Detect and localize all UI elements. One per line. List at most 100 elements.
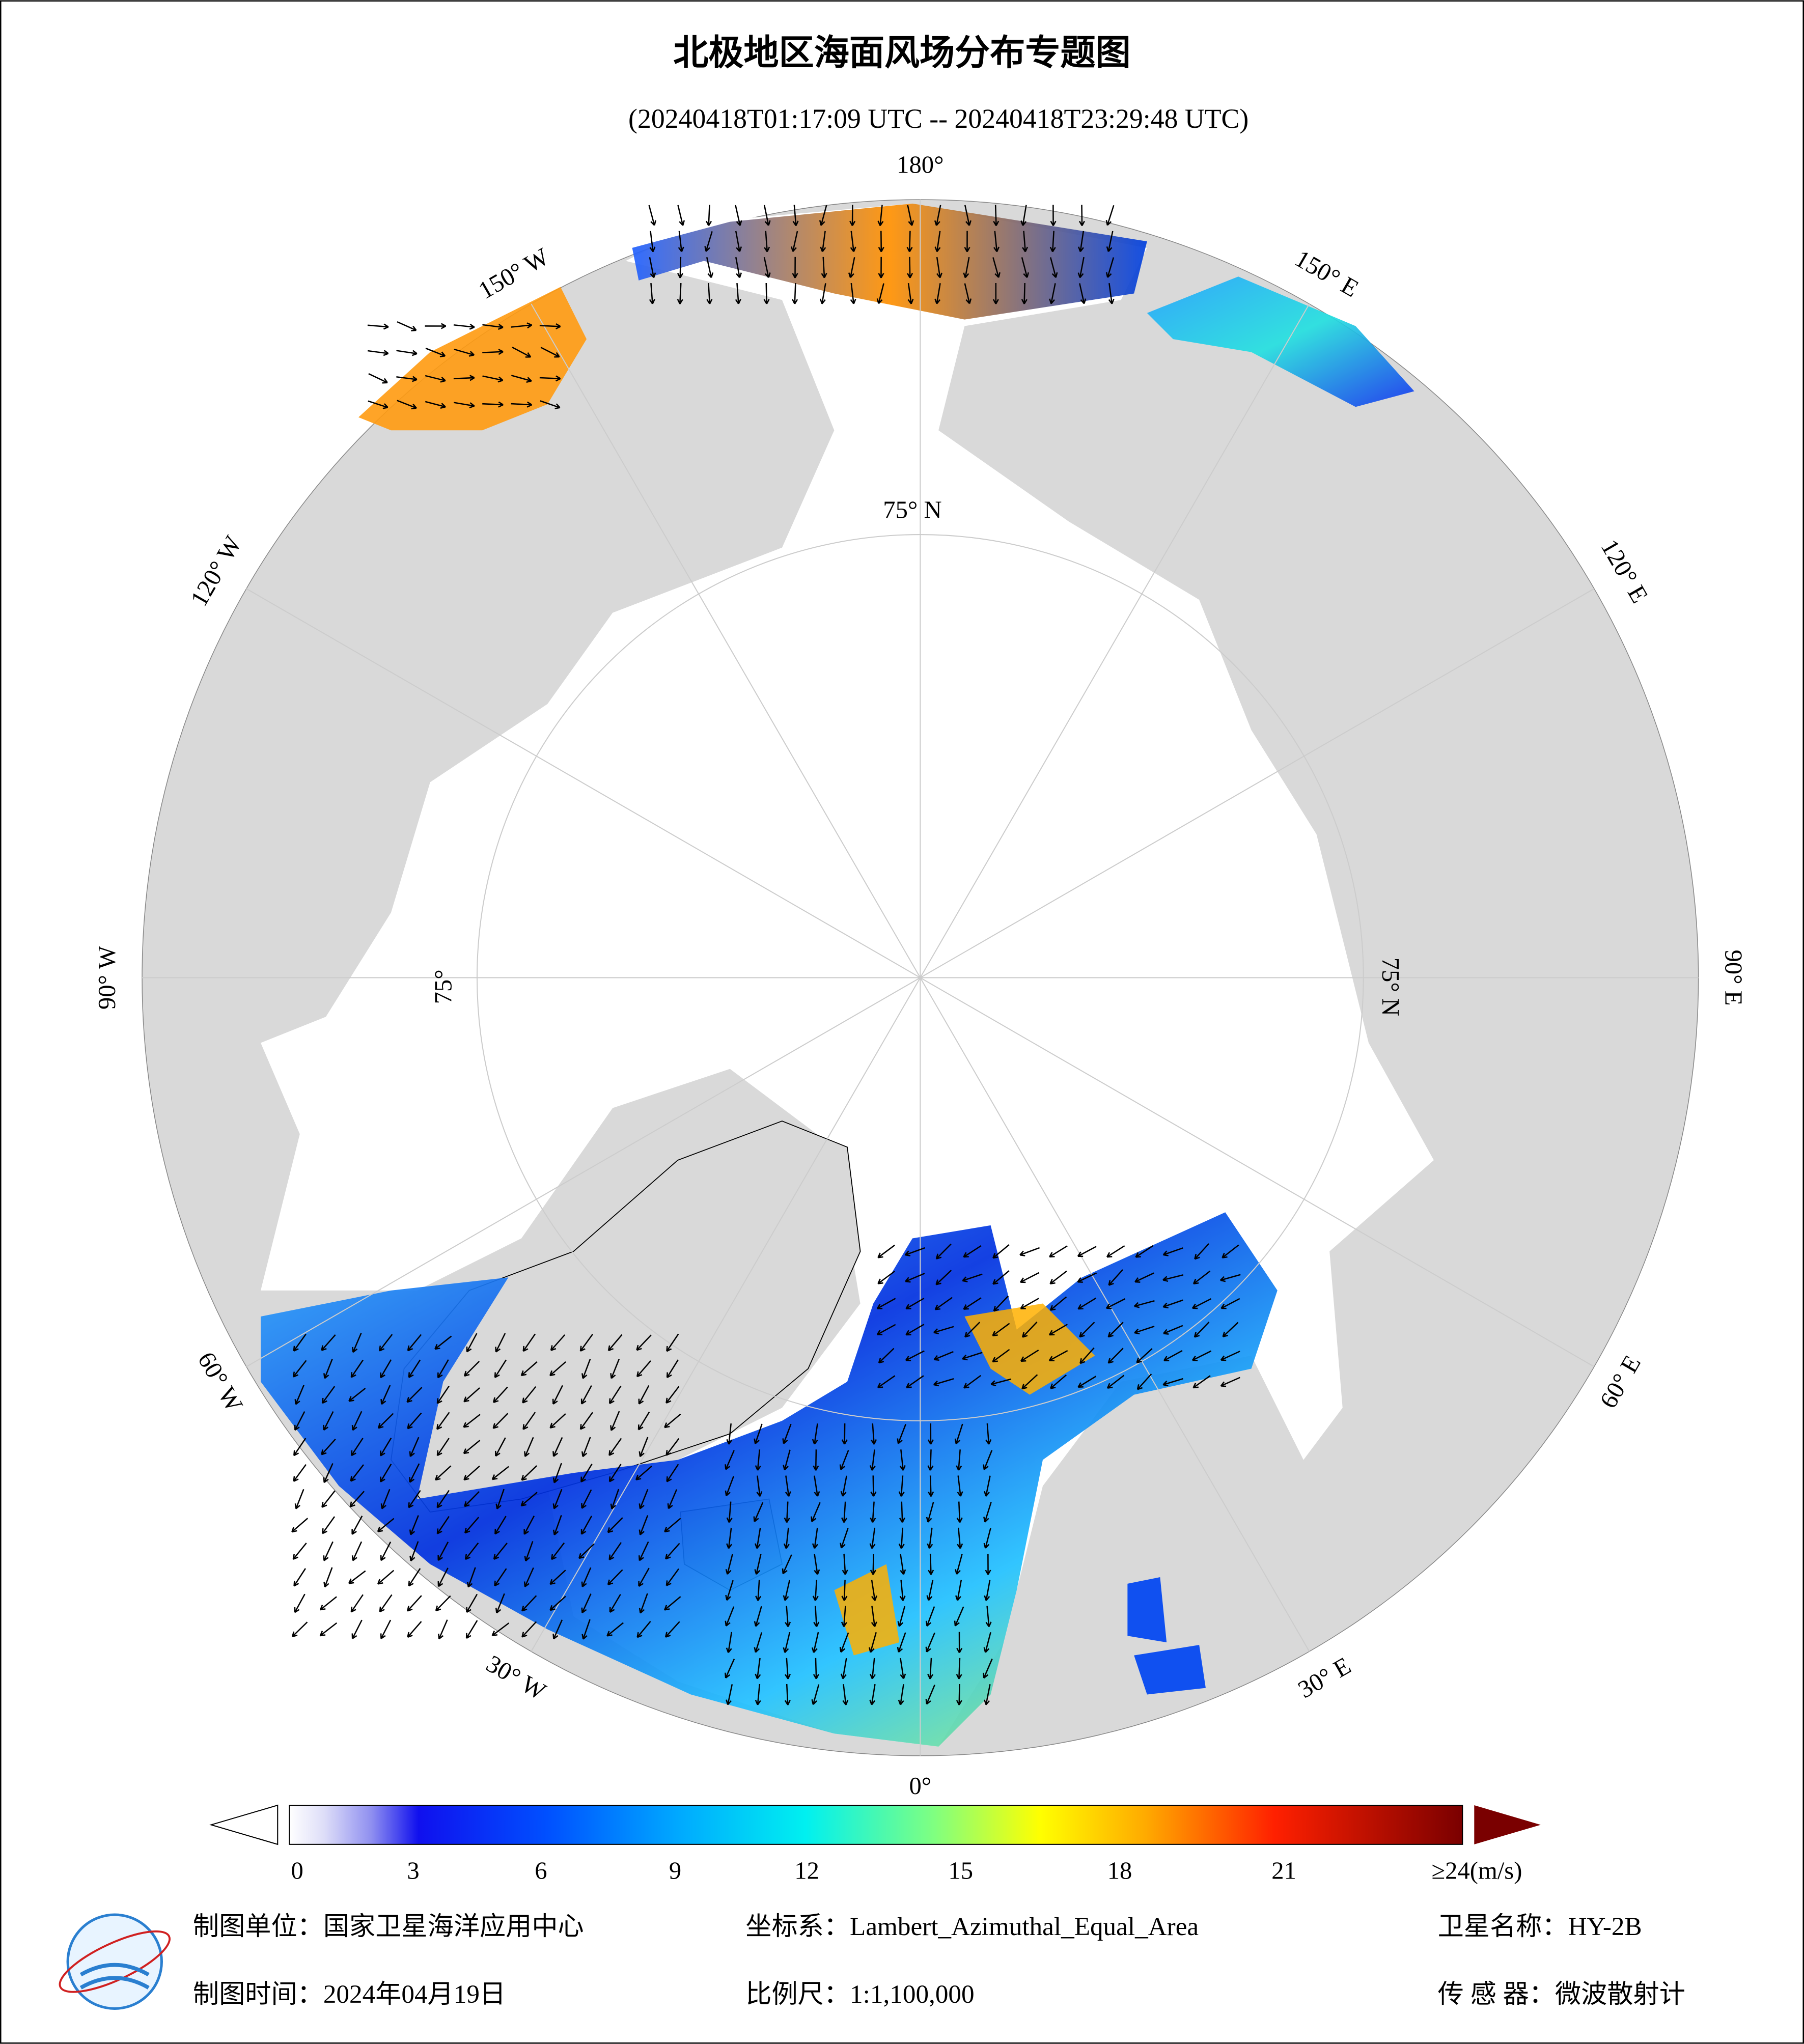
colorbar-tick-label: 6 (535, 1857, 547, 1884)
wind-arrow (319, 1622, 338, 1637)
latitude-label: 75° N (1377, 958, 1404, 1016)
wind-arrow (1105, 257, 1115, 278)
wind-arrow (524, 1437, 534, 1457)
wind-arrow (454, 348, 475, 357)
wind-patch-strong (834, 1303, 1095, 1656)
wind-arrow (1048, 1350, 1068, 1361)
wind-arrow (956, 1501, 963, 1523)
wind-arrow (735, 231, 742, 253)
wind-arrow (956, 1684, 962, 1705)
map (142, 199, 1699, 1756)
wind-arrow (492, 1386, 508, 1403)
wind-arrow (495, 1593, 505, 1614)
wind-arrow (985, 1553, 991, 1575)
wind-arrow (928, 1475, 934, 1497)
wind-arrow (1077, 1246, 1097, 1257)
wind-arrow (466, 1593, 478, 1613)
wind-arrow (350, 1594, 364, 1613)
wind-arrow (1021, 1374, 1038, 1390)
wind-arrow (1222, 1244, 1239, 1258)
wind-arrow (407, 1334, 422, 1352)
wind-arrow (436, 1412, 450, 1430)
wind-arrow (1191, 1298, 1212, 1309)
wind-arrow (453, 402, 475, 409)
wind-arrow (436, 1490, 450, 1508)
wind-arrow (549, 1570, 566, 1585)
wind-arrow (664, 1518, 681, 1533)
wind-arrow (319, 1596, 337, 1611)
wind-arrow (1022, 1321, 1038, 1338)
wind-arrow (813, 1449, 819, 1471)
wind-arrow (639, 1593, 648, 1614)
wind-arrow (1162, 1299, 1183, 1309)
wind-arrow (1078, 205, 1085, 226)
wind-arrow (581, 1593, 592, 1613)
wind-arrow (963, 1297, 982, 1310)
wind-arrow (368, 400, 388, 409)
wind-arrow (869, 1632, 877, 1653)
wind-arrow (294, 1411, 306, 1431)
wind-arrow (753, 1502, 764, 1522)
wind-arrow (928, 1553, 934, 1575)
wind-arrow (293, 1438, 307, 1457)
wind-arrow (962, 1352, 983, 1361)
wind-arrow (638, 1385, 650, 1405)
wind-arrow (1220, 1351, 1240, 1361)
wind-arrow (726, 1632, 733, 1654)
wind-arrow (934, 205, 941, 226)
wind-arrow (811, 1502, 821, 1522)
wind-arrow (956, 1658, 962, 1679)
wind-arrow (1192, 1270, 1211, 1285)
wind-arrow (495, 1489, 505, 1509)
wind-arrow (848, 257, 855, 278)
wind-arrow (897, 1632, 906, 1653)
wind-arrow (465, 1620, 478, 1639)
wind-arrow (677, 205, 685, 226)
wind-arrow (898, 1475, 905, 1497)
wind-arrow (877, 1270, 895, 1284)
wind-arrow (552, 1437, 563, 1457)
wind-arrow (993, 1295, 1009, 1312)
wind-arrow (409, 1463, 420, 1483)
wind-arrow (552, 1463, 562, 1483)
wind-arrow (1050, 205, 1057, 226)
wind-arrow (678, 231, 684, 253)
wind-arrow (906, 1375, 924, 1389)
wind-arrow (425, 375, 446, 383)
wind-arrow (814, 1554, 820, 1575)
wind-arrow (876, 283, 884, 304)
wind-arrow (735, 257, 742, 278)
wind-arrow (905, 1298, 925, 1309)
longitude-label: 90° E (1719, 949, 1747, 1005)
wind-arrow (783, 1527, 790, 1549)
wind-arrow (899, 1501, 905, 1523)
wind-arrow (870, 1553, 876, 1575)
wind-arrow (820, 231, 826, 253)
wind-arrow (581, 1437, 591, 1458)
wind-arrow (495, 1437, 506, 1457)
wind-arrow (792, 283, 798, 304)
wind-arrow (666, 1333, 679, 1352)
wind-arrow (425, 401, 446, 409)
wind-arrow (992, 1270, 1010, 1285)
wind-arrow (437, 1359, 449, 1379)
wind-arrow (706, 205, 712, 227)
colorbar-tick-label: 9 (669, 1857, 681, 1884)
wind-arrow (581, 1358, 591, 1379)
wind-arrow (648, 205, 656, 226)
wind-arrow (933, 1326, 954, 1334)
wind-arrow (580, 1516, 593, 1535)
wind-arrow (367, 350, 389, 356)
wind-arrow (934, 231, 941, 253)
wind-arrow (350, 1464, 364, 1482)
wind-arrow (841, 1501, 848, 1523)
wind-arrow (636, 1334, 652, 1351)
wind-arrow (522, 1333, 536, 1352)
wind-arrow (1106, 1245, 1125, 1258)
meridian (246, 588, 921, 978)
wind-arrow (763, 283, 770, 304)
wind-arrow (907, 205, 914, 226)
wind-arrow (754, 1423, 763, 1444)
wind-arrow (377, 1413, 394, 1429)
wind-arrow (706, 283, 713, 304)
